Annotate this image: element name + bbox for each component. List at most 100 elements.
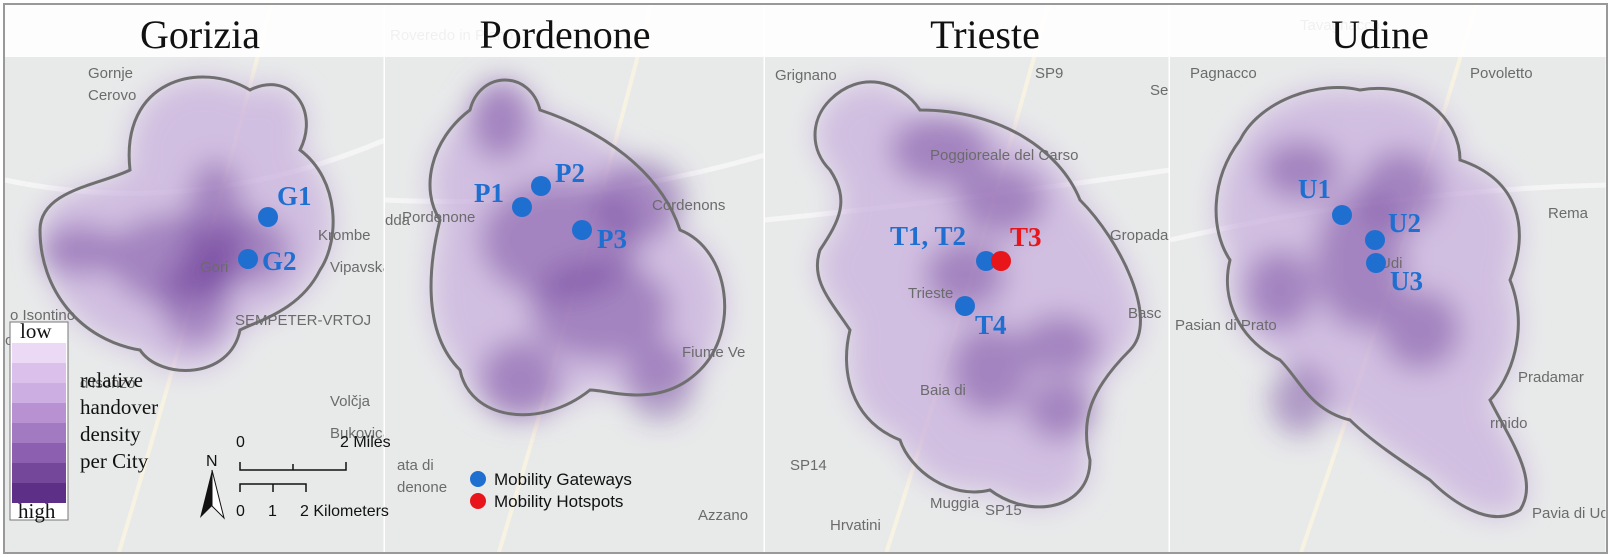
place-label: Hrvatini bbox=[830, 517, 881, 534]
mobility-point bbox=[531, 176, 551, 196]
map-panel: TavagnaccoPagnaccoPovolettoRemaUdiPasian… bbox=[1169, 4, 1609, 553]
legend-swatch bbox=[12, 483, 66, 503]
place-label: Volčja bbox=[330, 393, 371, 410]
map-panel: Roveredo in PianoCordenonsddaPordenoneFi… bbox=[384, 4, 767, 553]
place-label: rmido bbox=[1490, 415, 1528, 432]
density-blob bbox=[110, 215, 230, 305]
density-surface bbox=[40, 76, 334, 371]
point-label: U3 bbox=[1390, 266, 1423, 296]
point-label: T3 bbox=[1010, 222, 1042, 252]
panel-title: Udine bbox=[1331, 12, 1429, 57]
legend-caption: density bbox=[80, 422, 141, 446]
legend-swatch bbox=[12, 463, 66, 483]
mobility-point bbox=[258, 207, 278, 227]
title-band bbox=[1170, 5, 1607, 57]
city-buffer bbox=[813, 80, 1142, 509]
figure-frame bbox=[3, 3, 1608, 554]
legend-marker bbox=[470, 471, 486, 487]
place-label: Pordenone bbox=[402, 209, 475, 226]
place-label: Gropada bbox=[1110, 227, 1169, 244]
density-surface bbox=[430, 80, 725, 420]
legend-swatch bbox=[12, 383, 66, 403]
point-label: G2 bbox=[262, 246, 297, 276]
density-blob bbox=[1380, 290, 1460, 370]
place-label: d'Isonzo bbox=[80, 375, 135, 392]
density-blob bbox=[1270, 365, 1330, 435]
mobility-point bbox=[1365, 230, 1385, 250]
density-blob bbox=[470, 80, 530, 160]
place-label: Povoletto bbox=[1470, 65, 1533, 82]
density-blob bbox=[530, 260, 670, 360]
point-label: P3 bbox=[597, 224, 627, 254]
density-blob bbox=[955, 165, 1045, 235]
city-buffer bbox=[1214, 85, 1529, 518]
place-label: o Isontino bbox=[10, 307, 75, 324]
legend-marker bbox=[470, 493, 486, 509]
map-panel: Grignano SP9 Se Poggioreale del Carso Gropad… bbox=[764, 4, 1172, 553]
legend-swatch bbox=[12, 343, 66, 363]
density-surface bbox=[1216, 87, 1527, 517]
city-buffer bbox=[428, 78, 727, 417]
place-label: SP9 bbox=[1035, 65, 1063, 82]
density-blob bbox=[950, 325, 1030, 415]
panel-title: Pordenone bbox=[479, 12, 650, 57]
place-label: Trieste bbox=[908, 285, 953, 302]
density-blob bbox=[595, 160, 685, 240]
density-blob bbox=[480, 340, 560, 420]
north-label: N bbox=[206, 453, 218, 470]
place-label: dda bbox=[385, 212, 411, 229]
point-label: P1 bbox=[474, 178, 504, 208]
place-label: Krombe bbox=[318, 227, 371, 244]
density-blob bbox=[1245, 250, 1315, 330]
point-label: U2 bbox=[1388, 208, 1421, 238]
place-label: Fiume Ve bbox=[682, 344, 745, 361]
city-buffer bbox=[38, 75, 335, 372]
place-label: Pagnacco bbox=[1190, 65, 1257, 82]
mobility-point bbox=[991, 251, 1011, 271]
density-blob bbox=[40, 225, 120, 275]
density-blob bbox=[890, 115, 990, 185]
legend-caption: relative bbox=[80, 368, 143, 392]
mobility-point bbox=[512, 197, 532, 217]
place-label: Cordenons bbox=[652, 197, 725, 214]
place-label: Rema bbox=[1548, 205, 1589, 222]
point-label: G1 bbox=[277, 181, 312, 211]
place-label: Grignano bbox=[775, 67, 837, 84]
place-label: Baia di bbox=[920, 382, 966, 399]
legend-label: Mobility Hotspots bbox=[494, 492, 623, 511]
place-label: ata di bbox=[397, 457, 434, 474]
legend-swatch bbox=[12, 403, 66, 423]
place-label: Pasian di Prato bbox=[1175, 317, 1277, 334]
place-label: Gornje bbox=[88, 65, 133, 82]
mobility-point bbox=[572, 220, 592, 240]
scale-miles bbox=[239, 462, 347, 471]
north-arrow bbox=[211, 469, 225, 520]
overlay: low high relative handover density per City N 0… bbox=[3, 3, 1608, 554]
legend-caption: per City bbox=[80, 449, 149, 473]
density-blob bbox=[1025, 380, 1095, 440]
legend-caption: handover bbox=[80, 395, 158, 419]
place-label: Gori bbox=[200, 259, 228, 276]
scale-label: 2 Kilometers bbox=[300, 503, 389, 520]
mobility-point bbox=[1332, 205, 1352, 225]
point-label: T1, T2 bbox=[890, 221, 966, 251]
point-label: P2 bbox=[555, 158, 585, 188]
scale-label: 1 bbox=[268, 503, 277, 520]
point-label: U1 bbox=[1298, 174, 1331, 204]
place-label: Cerovo bbox=[88, 87, 136, 104]
density-blob bbox=[1360, 150, 1440, 230]
place-label: Pradamar bbox=[1518, 369, 1584, 386]
place-label: Se bbox=[1150, 82, 1168, 99]
density-blob bbox=[1020, 315, 1100, 375]
panel-title: Trieste bbox=[930, 12, 1040, 57]
place-label: Pavia di Ud bbox=[1532, 505, 1609, 522]
north-arrow bbox=[200, 470, 212, 518]
panel-title: Gorizia bbox=[140, 12, 260, 57]
legend-label: Mobility Gateways bbox=[494, 470, 632, 489]
mobility-point bbox=[955, 296, 975, 316]
scale-km bbox=[239, 483, 307, 492]
